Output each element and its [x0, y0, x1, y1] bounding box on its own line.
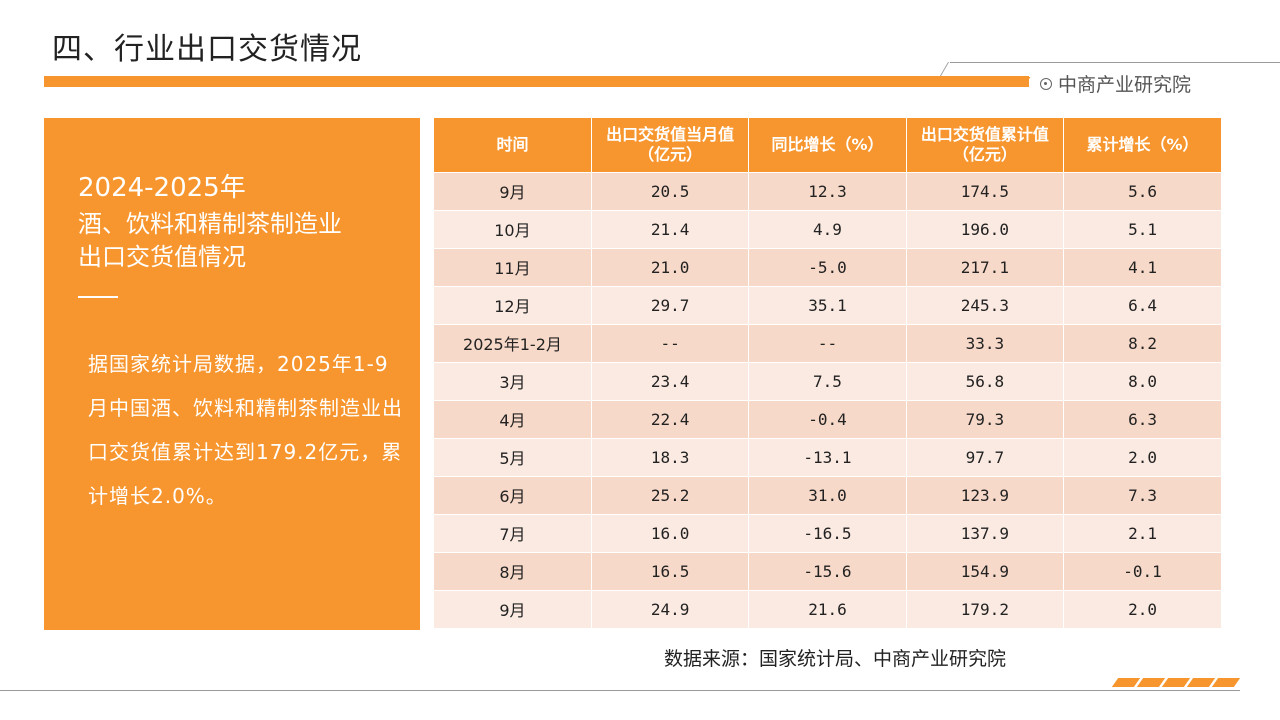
row-value-cell: 97.7: [906, 437, 1065, 476]
panel-body-text: 据国家统计局数据，2025年1-9月中国酒、饮料和精制茶制造业出口交货值累计达到…: [88, 352, 403, 508]
row-value-cell: 8.0: [1063, 361, 1221, 400]
row-value-cell: -15.6: [748, 551, 907, 590]
row-period-cell: 3月: [434, 361, 592, 400]
table-row: 12月 29.7 35.1 245.3 6.4: [434, 285, 1221, 324]
table-row: 9月 24.9 21.6 179.2 2.0: [434, 589, 1221, 628]
header-yoy-growth: 同比增长（%）: [748, 118, 907, 172]
row-value-cell: 16.5: [591, 551, 750, 590]
row-value-cell: 21.0: [591, 247, 750, 286]
row-value-cell: 23.4: [591, 361, 750, 400]
header-monthly-value: 出口交货值当月值（亿元）: [591, 118, 750, 172]
row-period-cell: 2025年1-2月: [434, 323, 592, 362]
row-value-cell: 123.9: [906, 475, 1065, 514]
row-period-cell: 9月: [434, 589, 592, 628]
row-value-cell: 20.5: [591, 171, 750, 210]
table-row: 4月 22.4 -0.4 79.3 6.3: [434, 399, 1221, 438]
row-value-cell: 25.2: [591, 475, 750, 514]
data-source-note: 数据来源：国家统计局、中商产业研究院: [664, 648, 1007, 670]
row-value-cell: -0.4: [748, 399, 907, 438]
row-value-cell: 12.3: [748, 171, 907, 210]
row-value-cell: 2.0: [1063, 437, 1221, 476]
row-period-cell: 12月: [434, 285, 592, 324]
header-rule: [950, 62, 1280, 63]
table-row: 10月 21.4 4.9 196.0 5.1: [434, 209, 1221, 248]
row-period-cell: 10月: [434, 209, 592, 248]
row-value-cell: 6.4: [1063, 285, 1221, 324]
row-period-cell: 11月: [434, 247, 592, 286]
header-cumulative-growth: 累计增长（%）: [1063, 118, 1221, 172]
row-value-cell: 56.8: [906, 361, 1065, 400]
row-value-cell: 29.7: [591, 285, 750, 324]
header-slant-line: [939, 62, 950, 76]
header-time: 时间: [434, 118, 592, 172]
row-value-cell: 6.3: [1063, 399, 1221, 438]
footer-stripes: [1111, 678, 1241, 687]
row-period-cell: 5月: [434, 437, 592, 476]
table-header-row: 时间 出口交货值当月值（亿元） 同比增长（%） 出口交货值累计值（亿元） 累计增…: [434, 118, 1221, 172]
row-value-cell: -5.0: [748, 247, 907, 286]
summary-panel: 2024-2025年 酒、饮料和精制茶制造业 出口交货值情况 据国家统计局数据，…: [44, 118, 420, 630]
table-row: 7月 16.0 -16.5 137.9 2.1: [434, 513, 1221, 552]
header-cumulative-value: 出口交货值累计值（亿元）: [906, 118, 1065, 172]
row-value-cell: 79.3: [906, 399, 1065, 438]
table-row: 2025年1-2月 -- -- 33.3 8.2: [434, 323, 1221, 362]
row-value-cell: 4.1: [1063, 247, 1221, 286]
row-period-cell: 4月: [434, 399, 592, 438]
row-value-cell: 35.1: [748, 285, 907, 324]
row-value-cell: 7.3: [1063, 475, 1221, 514]
table-row: 8月 16.5 -15.6 154.9 -0.1: [434, 551, 1221, 590]
title-accent-bar: [44, 76, 1029, 87]
row-value-cell: 16.0: [591, 513, 750, 552]
row-value-cell: 2.0: [1063, 589, 1221, 628]
row-value-cell: 245.3: [906, 285, 1065, 324]
row-value-cell: 24.9: [591, 589, 750, 628]
row-value-cell: 4.9: [748, 209, 907, 248]
header-stripes: [999, 77, 1031, 87]
table-row: 3月 23.4 7.5 56.8 8.0: [434, 361, 1221, 400]
footer-rule: [0, 690, 1240, 691]
panel-divider: [78, 296, 118, 298]
row-value-cell: 5.6: [1063, 171, 1221, 210]
row-value-cell: 5.1: [1063, 209, 1221, 248]
row-value-cell: 8.2: [1063, 323, 1221, 362]
table-row: 9月 20.5 12.3 174.5 5.6: [434, 171, 1221, 210]
row-period-cell: 9月: [434, 171, 592, 210]
table-row: 11月 21.0 -5.0 217.1 4.1: [434, 247, 1221, 286]
row-period-cell: 8月: [434, 551, 592, 590]
row-value-cell: -0.1: [1063, 551, 1221, 590]
panel-subtitle-line2: 出口交货值情况: [78, 243, 246, 271]
panel-subtitle-line1: 酒、饮料和精制茶制造业: [78, 210, 342, 238]
row-value-cell: 31.0: [748, 475, 907, 514]
row-period-cell: 6月: [434, 475, 592, 514]
row-value-cell: 154.9: [906, 551, 1065, 590]
table-row: 6月 25.2 31.0 123.9 7.3: [434, 475, 1221, 514]
row-value-cell: 174.5: [906, 171, 1065, 210]
row-value-cell: 179.2: [906, 589, 1065, 628]
row-period-cell: 7月: [434, 513, 592, 552]
row-value-cell: 196.0: [906, 209, 1065, 248]
table-row: 5月 18.3 -13.1 97.7 2.0: [434, 437, 1221, 476]
brand-logo: 中商产业研究院: [1040, 70, 1191, 97]
panel-subtitle: 酒、饮料和精制茶制造业 出口交货值情况: [78, 208, 342, 274]
row-value-cell: 18.3: [591, 437, 750, 476]
row-value-cell: --: [591, 323, 750, 362]
row-value-cell: 22.4: [591, 399, 750, 438]
page-title: 四、行业出口交货情况: [52, 32, 362, 67]
row-value-cell: 137.9: [906, 513, 1065, 552]
row-value-cell: 21.6: [748, 589, 907, 628]
row-value-cell: 2.1: [1063, 513, 1221, 552]
panel-years: 2024-2025年: [78, 173, 246, 203]
row-value-cell: 33.3: [906, 323, 1065, 362]
row-value-cell: -16.5: [748, 513, 907, 552]
row-value-cell: 21.4: [591, 209, 750, 248]
row-value-cell: 7.5: [748, 361, 907, 400]
brand-name: 中商产业研究院: [1058, 74, 1192, 96]
export-data-table: 时间 出口交货值当月值（亿元） 同比增长（%） 出口交货值累计值（亿元） 累计增…: [434, 118, 1221, 628]
row-value-cell: --: [748, 323, 907, 362]
row-value-cell: -13.1: [748, 437, 907, 476]
target-circle-icon: [1040, 77, 1052, 90]
row-value-cell: 217.1: [906, 247, 1065, 286]
